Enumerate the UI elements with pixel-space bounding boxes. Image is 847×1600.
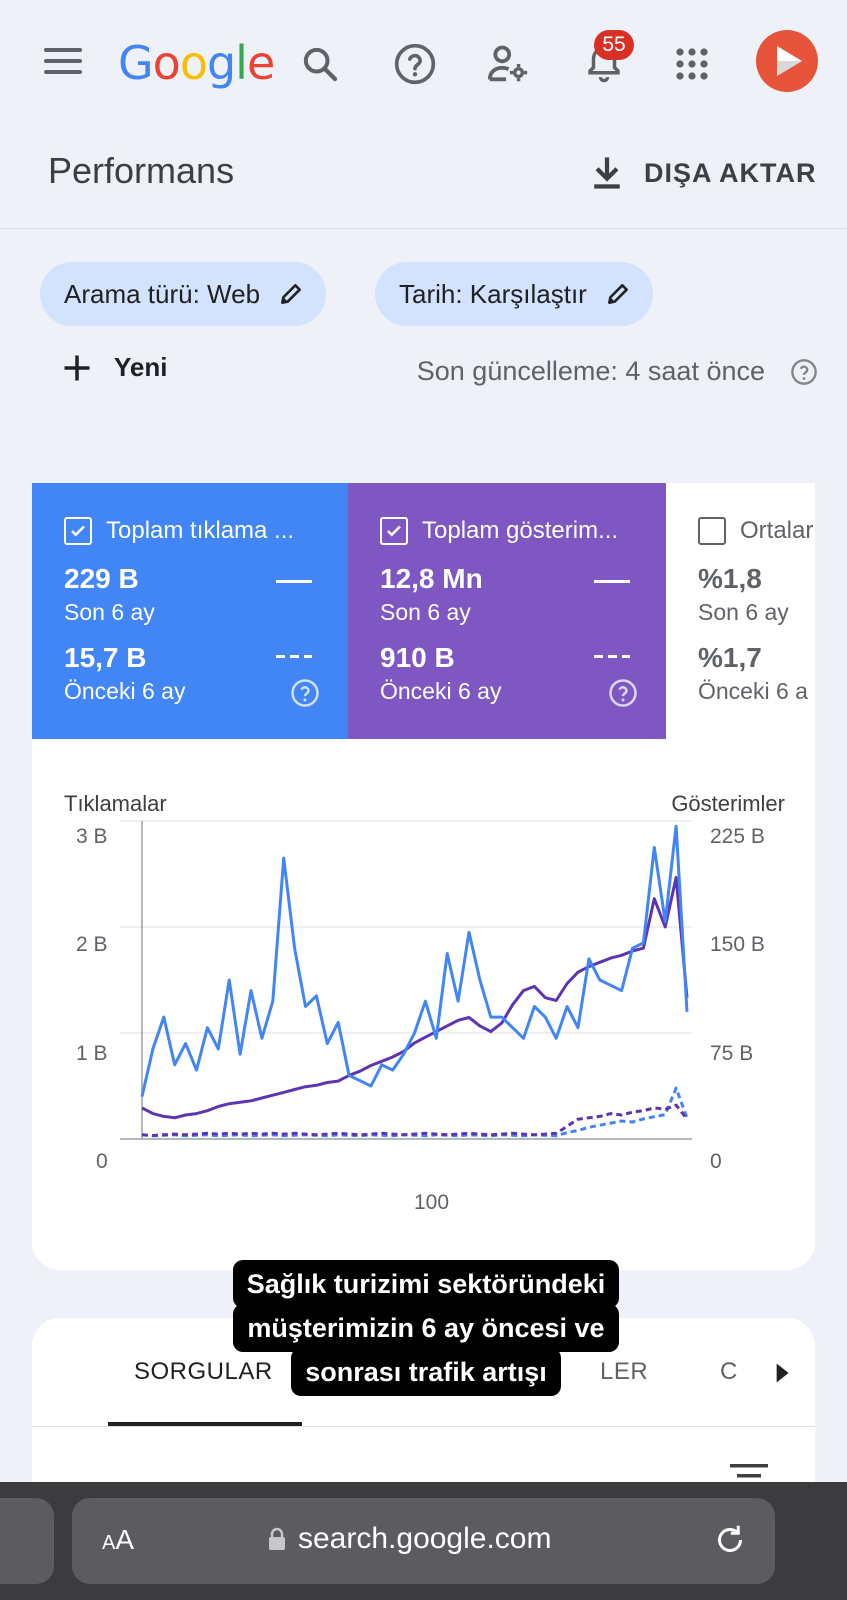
filter-list-icon[interactable] [730,1464,768,1489]
search-icon[interactable] [296,40,344,88]
dashed-line-legend [276,655,312,658]
chart-series [140,824,689,1138]
lock-icon [269,1527,285,1550]
total-clicks-card[interactable]: Toplam tıklama ... 229 B Son 6 ay 15,7 B… [32,483,348,739]
tab-queries[interactable]: SORGULAR [134,1358,273,1385]
left-tick-label: 1 B [76,1042,108,1065]
series-line-impressions-current [141,876,689,1120]
series-line-clicks-current [140,824,689,1097]
text-size-button[interactable]: AA [102,1524,134,1556]
right-axis-title: Gösterimler [671,791,785,816]
menu-icon[interactable] [44,48,82,76]
top-app-bar: Google 55 [0,0,847,130]
plus-icon [64,355,90,380]
solid-line-legend [276,580,312,583]
metric-current-value: %1,8 [698,563,762,594]
notification-count-badge: 55 [594,30,634,60]
active-tab-indicator [108,1422,302,1426]
left-axis-title: Tıklamalar [64,791,167,816]
metric-previous-value: 15,7 B [64,642,147,673]
avatar[interactable] [756,30,818,92]
series-line-clicks-previous [141,1086,689,1138]
metric-label: Toplam gösterim... [422,517,619,544]
help-icon[interactable] [290,678,320,713]
previous-tab[interactable] [0,1498,54,1584]
help-icon[interactable] [608,678,638,713]
export-button[interactable]: DIŞA AKTAR [590,154,817,192]
right-tick-label: 75 B [710,1042,754,1065]
caption-line: Sağlık turizimi sektöründeki [232,1260,620,1308]
logo-letter: o [152,36,181,90]
dashed-line-legend [594,655,630,658]
left-tick-label: 3 B [76,825,108,848]
metric-previous-period: Önceki 6 ay [64,678,186,704]
checkbox-checked-icon[interactable] [64,517,92,545]
series-line-impressions-previous [141,1103,689,1137]
metric-previous-value: 910 B [380,642,455,673]
left-tick-label: 2 B [76,933,108,956]
browser-toolbar: AA search.google.com [0,1482,847,1600]
page-title: Performans [48,150,235,191]
edit-icon [281,284,302,304]
performance-chart-panel: Tıklamalar Gösterimler 3 B 2 B 1 B 0 225… [32,739,815,1270]
metric-current-period: Son 6 ay [380,599,471,625]
export-label: DIŞA AKTAR [644,157,817,188]
checkbox-unchecked-icon[interactable] [698,517,726,545]
chevron-right-icon[interactable] [774,1362,790,1389]
download-icon [594,157,620,189]
logo-letter: e [246,36,275,90]
header-divider [0,228,847,229]
x-tick-label: 100 [414,1191,450,1214]
checkbox-checked-icon[interactable] [380,517,408,545]
help-icon[interactable] [391,40,439,88]
tab-pages[interactable]: LER [600,1358,649,1385]
tab-countries[interactable]: C [720,1358,738,1385]
new-filter-label: Yeni [114,352,168,382]
date-chip[interactable]: Tarih: Karşılaştır [375,262,653,326]
date-label: Tarih: Karşılaştır [399,278,587,309]
metric-current-period: Son 6 ay [64,599,155,625]
tabs-divider [32,1426,815,1427]
chart-grid [120,820,692,1140]
metric-previous-value: %1,7 [698,642,762,673]
url-display[interactable]: search.google.com [268,1522,551,1556]
line-chart[interactable] [32,739,815,1209]
google-logo[interactable]: Google [118,36,275,90]
logo-letter: l [235,36,248,90]
logo-letter: o [179,36,208,90]
left-tick-label: 0 [96,1150,108,1173]
metric-label: Ortalar [740,517,814,544]
manage-users-icon[interactable] [484,40,532,88]
average-ctr-card[interactable]: Ortalar %1,8 Son 6 ay %1,7 Önceki 6 a [666,483,815,739]
right-tick-label: 150 B [710,933,765,956]
address-bar[interactable]: AA search.google.com [72,1498,775,1584]
caption-line: müşterimizin 6 ay öncesi ve [233,1304,619,1352]
right-tick-label: 225 B [710,825,765,848]
apps-icon[interactable] [668,40,716,88]
logo-letter: g [206,36,236,90]
metric-current-value: 229 B [64,563,139,594]
metric-previous-period: Önceki 6 ay [380,678,502,704]
text-size-big: A [115,1524,135,1555]
search-type-label: Arama türü: Web [64,278,261,309]
caption-overlay: Sağlık turizimi sektöründeki müşterimizi… [181,1260,671,1396]
edit-icon [607,284,628,304]
reload-icon[interactable] [712,1522,748,1563]
metric-label: Toplam tıklama ... [106,517,295,544]
metric-previous-period: Önceki 6 a [698,678,808,704]
new-filter-button[interactable]: Yeni [62,352,167,383]
metric-current-value: 12,8 Mn [380,563,483,594]
last-update-text: Son güncelleme: 4 saat önce [416,356,765,386]
metric-current-period: Son 6 ay [698,599,789,625]
solid-line-legend [594,580,630,583]
total-impressions-card[interactable]: Toplam gösterim... 12,8 Mn Son 6 ay 910 … [348,483,666,739]
logo-letter: G [118,36,154,90]
search-type-chip[interactable]: Arama türü: Web [40,262,327,326]
caption-line: sonrası trafik artışı [291,1348,561,1396]
right-tick-label: 0 [710,1150,722,1173]
help-icon[interactable] [790,358,818,391]
url-text: search.google.com [298,1522,552,1555]
text-size-small: A [102,1532,116,1554]
metric-cards: Toplam tıklama ... 229 B Son 6 ay 15,7 B… [32,483,815,739]
